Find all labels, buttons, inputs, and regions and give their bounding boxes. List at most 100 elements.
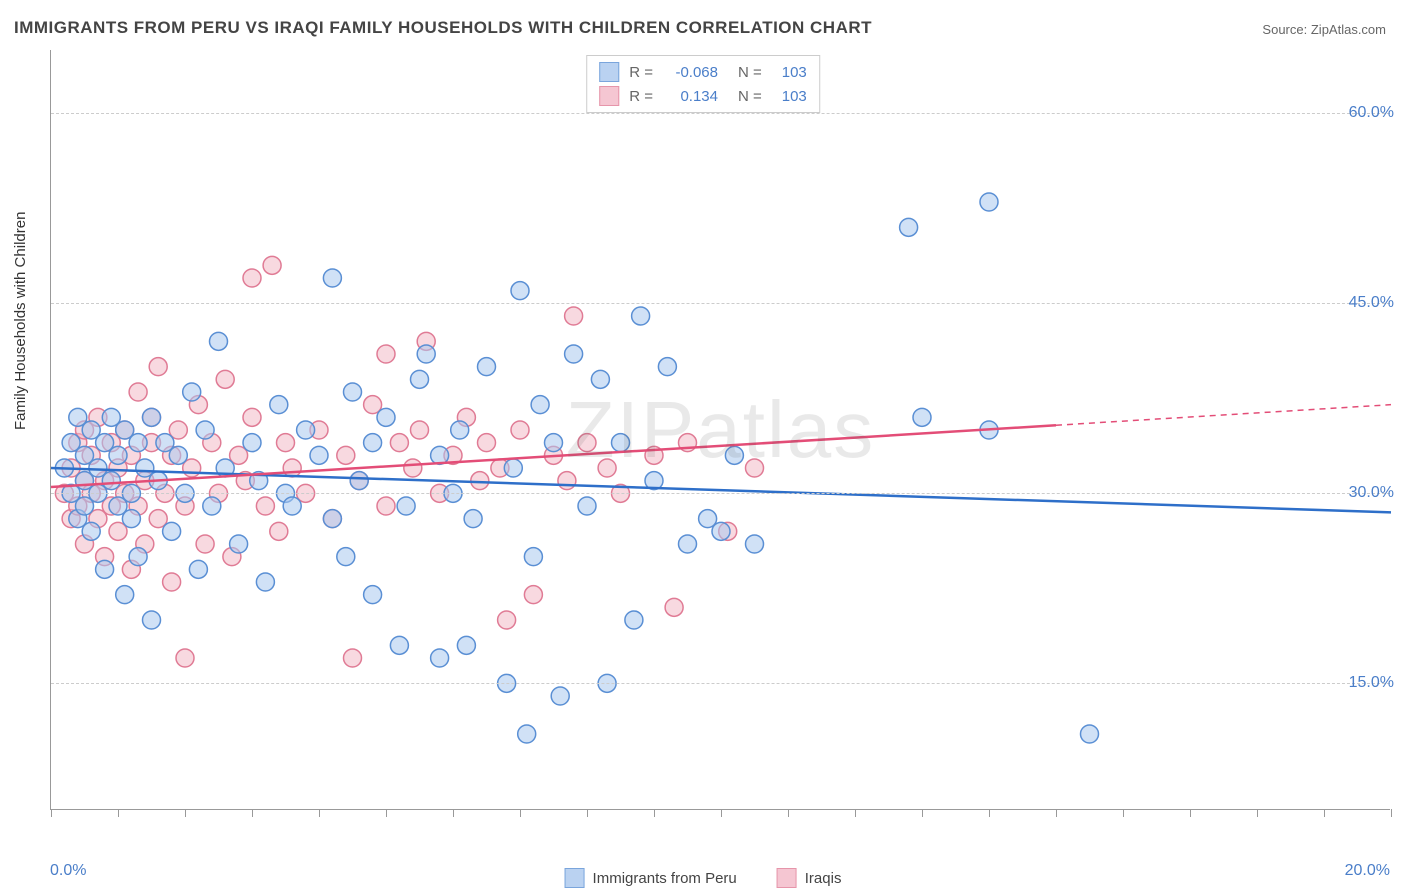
scatter-point-peru <box>196 421 214 439</box>
scatter-point-iraqi <box>270 522 288 540</box>
legend-swatch-peru <box>565 868 585 888</box>
scatter-point-peru <box>102 472 120 490</box>
scatter-point-iraqi <box>404 459 422 477</box>
x-tick <box>319 809 320 817</box>
scatter-point-peru <box>511 282 529 300</box>
x-tick <box>587 809 588 817</box>
scatter-point-iraqi <box>411 421 429 439</box>
scatter-point-peru <box>478 358 496 376</box>
n-label: N = <box>738 88 762 105</box>
scatter-point-peru <box>578 497 596 515</box>
scatter-point-iraqi <box>263 256 281 274</box>
scatter-point-peru <box>116 586 134 604</box>
scatter-point-iraqi <box>498 611 516 629</box>
scatter-point-iraqi <box>256 497 274 515</box>
gridline <box>51 493 1390 494</box>
r-value: -0.068 <box>663 64 718 81</box>
scatter-point-iraqi <box>665 598 683 616</box>
y-tick-label: 15.0% <box>1349 674 1394 692</box>
x-tick <box>1190 809 1191 817</box>
scatter-point-peru <box>143 611 161 629</box>
scatter-point-peru <box>518 725 536 743</box>
source-label: Source: <box>1262 22 1307 37</box>
scatter-point-peru <box>900 218 918 236</box>
x-tick <box>788 809 789 817</box>
x-axis-max-label: 20.0% <box>1345 862 1390 880</box>
scatter-point-peru <box>129 434 147 452</box>
scatter-point-peru <box>243 434 261 452</box>
x-tick <box>721 809 722 817</box>
trend-line-dashed-iraqi <box>1056 405 1391 426</box>
legend-swatch-peru <box>599 62 619 82</box>
x-tick <box>922 809 923 817</box>
scatter-point-iraqi <box>176 649 194 667</box>
scatter-point-peru <box>169 446 187 464</box>
scatter-point-peru <box>612 434 630 452</box>
scatter-point-peru <box>397 497 415 515</box>
legend-swatch-iraqi <box>599 86 619 106</box>
r-label: R = <box>629 88 653 105</box>
scatter-point-iraqi <box>196 535 214 553</box>
legend-stats-row-iraqi: R = 0.134 N = 103 <box>599 84 807 108</box>
scatter-point-peru <box>632 307 650 325</box>
scatter-point-peru <box>431 649 449 667</box>
legend-label: Iraqis <box>805 870 842 887</box>
scatter-point-iraqi <box>243 408 261 426</box>
scatter-point-peru <box>82 522 100 540</box>
x-tick <box>520 809 521 817</box>
chart-svg <box>51 50 1390 809</box>
x-tick <box>185 809 186 817</box>
scatter-point-peru <box>390 636 408 654</box>
scatter-point-peru <box>625 611 643 629</box>
x-tick <box>1257 809 1258 817</box>
gridline <box>51 113 1390 114</box>
scatter-point-peru <box>344 383 362 401</box>
source-link[interactable]: ZipAtlas.com <box>1311 22 1386 37</box>
scatter-point-peru <box>163 522 181 540</box>
scatter-point-peru <box>1081 725 1099 743</box>
scatter-point-peru <box>109 446 127 464</box>
scatter-point-peru <box>323 269 341 287</box>
x-tick <box>1324 809 1325 817</box>
chart-plot-area: ZIPatlas <box>50 50 1390 810</box>
x-tick <box>654 809 655 817</box>
scatter-point-peru <box>337 548 355 566</box>
r-label: R = <box>629 64 653 81</box>
r-value: 0.134 <box>663 88 718 105</box>
scatter-point-iraqi <box>163 573 181 591</box>
scatter-point-peru <box>913 408 931 426</box>
scatter-point-peru <box>565 345 583 363</box>
x-tick <box>51 809 52 817</box>
scatter-point-peru <box>464 510 482 528</box>
legend-swatch-iraqi <box>777 868 797 888</box>
scatter-point-iraqi <box>524 586 542 604</box>
x-tick <box>1391 809 1392 817</box>
scatter-point-peru <box>183 383 201 401</box>
n-value: 103 <box>772 88 807 105</box>
x-tick <box>855 809 856 817</box>
scatter-point-iraqi <box>471 472 489 490</box>
scatter-point-iraqi <box>283 459 301 477</box>
legend-item-peru: Immigrants from Peru <box>565 868 737 888</box>
legend-label: Immigrants from Peru <box>593 870 737 887</box>
scatter-point-peru <box>203 497 221 515</box>
scatter-point-peru <box>96 560 114 578</box>
scatter-point-peru <box>364 434 382 452</box>
scatter-point-iraqi <box>598 459 616 477</box>
y-tick-label: 45.0% <box>1349 294 1394 312</box>
scatter-point-iraqi <box>558 472 576 490</box>
scatter-point-peru <box>350 472 368 490</box>
scatter-point-peru <box>364 586 382 604</box>
scatter-point-iraqi <box>216 370 234 388</box>
scatter-point-peru <box>679 535 697 553</box>
scatter-point-iraqi <box>578 434 596 452</box>
scatter-point-peru <box>411 370 429 388</box>
scatter-point-peru <box>189 560 207 578</box>
scatter-point-peru <box>524 548 542 566</box>
source-attribution: Source: ZipAtlas.com <box>1262 22 1386 37</box>
scatter-point-peru <box>143 408 161 426</box>
scatter-point-peru <box>230 535 248 553</box>
x-tick <box>1056 809 1057 817</box>
scatter-point-peru <box>591 370 609 388</box>
scatter-point-peru <box>712 522 730 540</box>
